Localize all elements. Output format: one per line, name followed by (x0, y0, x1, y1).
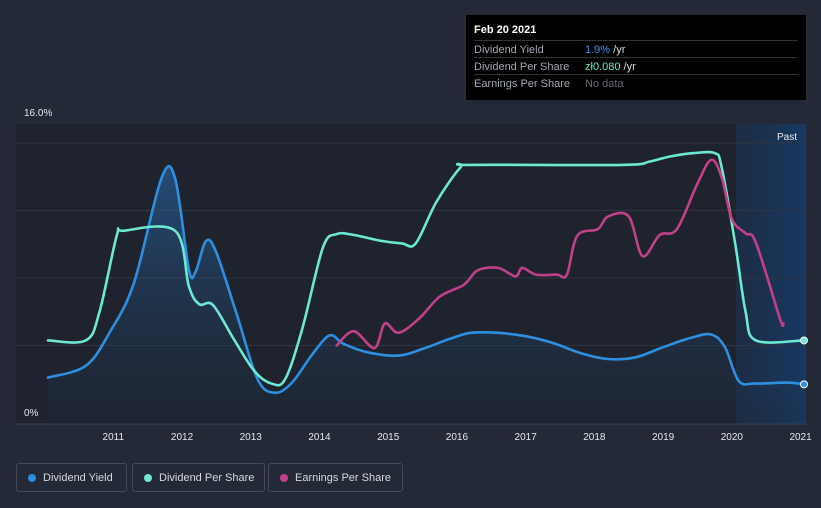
tooltip-value: zł0.080 /yr (585, 61, 636, 73)
dividend-per-share-end-marker (800, 336, 808, 345)
y-axis-top-label: 16.0% (24, 108, 52, 119)
dividend-yield-end-marker (800, 380, 808, 389)
legend-dot-icon (144, 473, 152, 482)
x-tick-label: 2021 (789, 432, 812, 443)
x-tick-label: 2012 (171, 432, 194, 443)
earnings-per-share-line (335, 158, 785, 350)
tooltip-row-earnings-per-share: Earnings Per Share No data (474, 74, 798, 92)
x-tick-label: 2017 (515, 432, 538, 443)
tooltip-label: Dividend Yield (474, 44, 544, 56)
series-layer (46, 150, 808, 425)
x-tick-label: 2013 (240, 432, 263, 443)
tooltip-date: Feb 20 2021 (474, 24, 537, 36)
x-tick-label: 2016 (446, 432, 469, 443)
dividend-yield-line (46, 164, 806, 395)
tooltip-row-dividend-per-share: Dividend Per Share zł0.080 /yr (474, 57, 798, 75)
tooltip-label: Dividend Per Share (474, 61, 570, 73)
x-tick-label: 2014 (308, 432, 331, 443)
past-label: Past (777, 132, 797, 143)
legend-label: Earnings Per Share (295, 471, 391, 484)
x-tick-label: 2015 (377, 432, 400, 443)
x-tick-label: 2011 (103, 432, 125, 443)
legend-label: Dividend Per Share (159, 471, 255, 484)
x-axis-ticks: 2011 2012 2013 2014 2015 2016 2017 2018 2019 2020… (103, 432, 813, 443)
past-region (736, 124, 806, 424)
x-tick-label: 2020 (721, 432, 744, 443)
legend-dot-icon (280, 473, 288, 482)
legend-label: Dividend Yield (43, 471, 113, 484)
legend-item-dividend-per-share[interactable]: Dividend Per Share (132, 463, 265, 492)
legend-item-earnings-per-share[interactable]: Earnings Per Share (268, 463, 403, 492)
x-tick-label: 2018 (583, 432, 606, 443)
y-axis-bottom-label: 0% (24, 408, 39, 419)
x-tick-label: 2019 (652, 432, 675, 443)
legend-item-dividend-yield[interactable]: Dividend Yield (16, 463, 127, 492)
tooltip: Feb 20 2021 Dividend Yield 1.9% /yr Divi… (466, 15, 806, 100)
tooltip-value: No data (585, 78, 624, 90)
tooltip-value: 1.9% /yr (585, 44, 626, 56)
dividend-per-share-line (46, 150, 806, 387)
tooltip-label: Earnings Per Share (474, 78, 570, 90)
legend-dot-icon (28, 473, 36, 482)
tooltip-row-dividend-yield: Dividend Yield 1.9% /yr (474, 40, 798, 58)
